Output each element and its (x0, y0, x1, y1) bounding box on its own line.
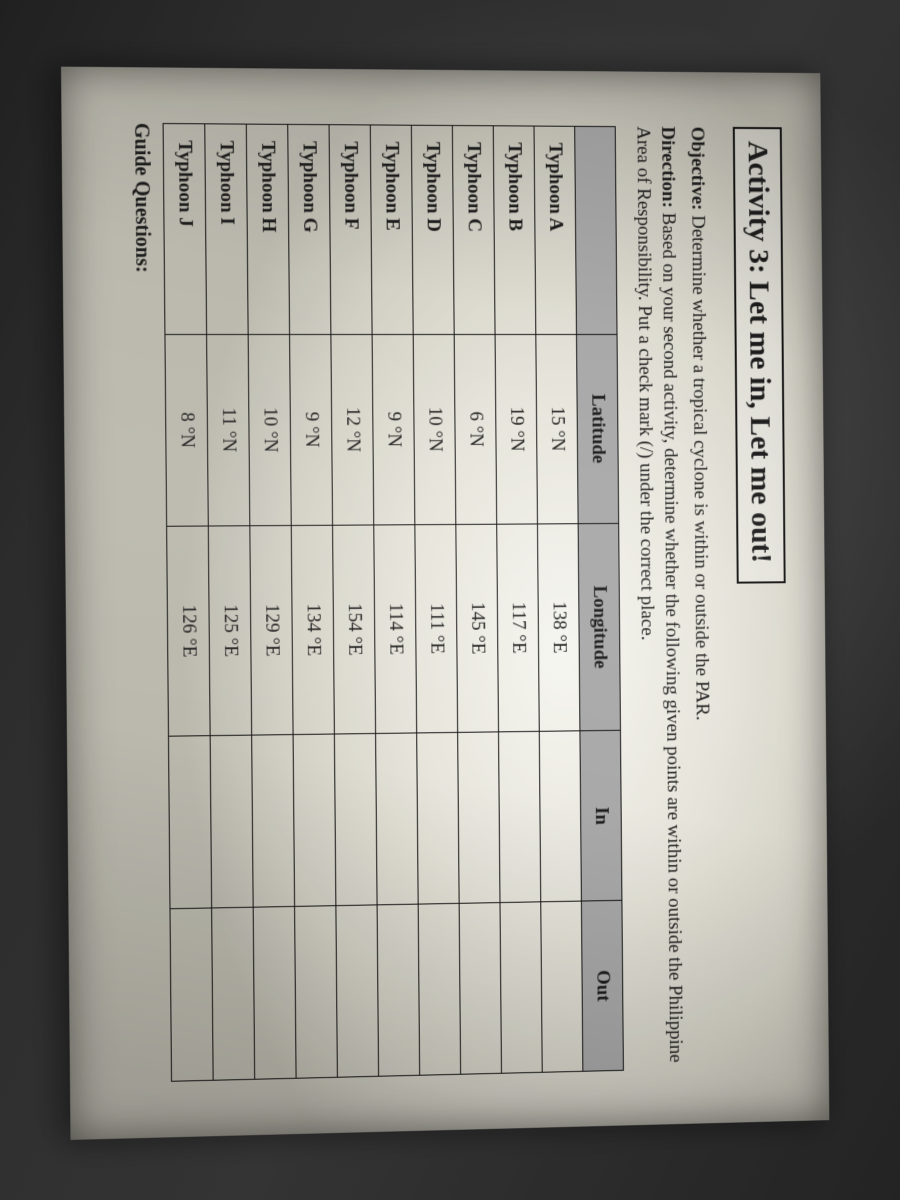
cell-longitude: 125 °E (208, 525, 251, 736)
cell-longitude: 154 °E (333, 525, 376, 735)
objective-line: Objective: Determine whether a tropical … (684, 127, 717, 1070)
cell-in[interactable] (417, 733, 459, 905)
cell-out[interactable] (253, 907, 296, 1080)
table-row: Typhoon E9 °N114 °E (370, 125, 419, 1076)
cell-longitude: 114 °E (374, 524, 417, 734)
cell-in[interactable] (458, 732, 500, 903)
cell-typhoon-name: Typhoon A (534, 126, 576, 334)
cell-longitude: 145 °E (456, 524, 499, 733)
cell-out[interactable] (170, 908, 213, 1081)
objective-text: Determine whether a tropical cyclone is … (687, 215, 712, 721)
instructions-block: Objective: Determine whether a tropical … (630, 126, 718, 1070)
cell-typhoon-name: Typhoon F (329, 125, 372, 335)
table-row: Typhoon B19 °N117 °E (493, 126, 542, 1073)
cell-longitude: 111 °E (415, 524, 458, 733)
direction-line: Direction: Based on your second activity… (630, 126, 689, 1070)
col-header-latitude: Latitude (577, 334, 619, 523)
table-body: Typhoon A15 °N138 °ETyphoon B19 °N117 °E… (163, 124, 583, 1082)
cell-out[interactable] (212, 907, 255, 1080)
table-row: Typhoon H10 °N129 °E (246, 124, 296, 1079)
objective-label: Objective: (687, 127, 708, 211)
cell-longitude: 126 °E (167, 526, 210, 737)
cell-typhoon-name: Typhoon E (370, 125, 413, 334)
cell-in[interactable] (293, 734, 336, 906)
rotated-page-wrapper: Activity 3: Let me in, Let me out! Objec… (0, 0, 900, 1200)
cell-in[interactable] (252, 735, 295, 907)
cell-in[interactable] (210, 735, 253, 908)
cell-out[interactable] (418, 903, 460, 1075)
cell-typhoon-name: Typhoon I (205, 124, 248, 334)
table-row: Typhoon C6 °N145 °E (452, 125, 501, 1074)
cell-out[interactable] (459, 903, 501, 1075)
cell-latitude: 19 °N (495, 334, 537, 524)
table-row: Typhoon F12 °N154 °E (329, 125, 379, 1078)
activity-title: Activity 3: Let me in, Let me out! (733, 127, 786, 583)
col-header-in: In (580, 731, 622, 902)
guide-questions-label: Guide Questions: (129, 123, 161, 1083)
cell-in[interactable] (499, 732, 541, 903)
cell-typhoon-name: Typhoon G (288, 124, 331, 334)
direction-text: Based on your second activity, determine… (632, 126, 686, 1063)
cell-longitude: 134 °E (291, 525, 334, 735)
cell-typhoon-name: Typhoon B (493, 126, 536, 334)
cell-latitude: 12 °N (331, 334, 374, 525)
cell-out[interactable] (500, 902, 542, 1073)
cell-latitude: 15 °N (536, 334, 578, 523)
table-header-row: Latitude Longitude In Out (575, 126, 624, 1071)
col-header-blank (575, 126, 617, 334)
cell-out[interactable] (377, 904, 420, 1076)
col-header-longitude: Longitude (578, 523, 620, 731)
table-row: Typhoon D10 °N111 °E (411, 125, 460, 1075)
cell-typhoon-name: Typhoon D (411, 125, 454, 334)
table-row: Typhoon J8 °N126 °E (163, 124, 213, 1082)
cell-typhoon-name: Typhoon J (163, 124, 207, 335)
cell-longitude: 138 °E (538, 523, 580, 731)
cell-longitude: 129 °E (250, 525, 293, 735)
typhoon-table: Latitude Longitude In Out Typhoon A15 °N… (163, 123, 624, 1082)
table-row: Typhoon I11 °N125 °E (205, 124, 255, 1080)
direction-label: Direction: (657, 126, 678, 208)
cell-out[interactable] (541, 901, 583, 1072)
table-row: Typhoon G9 °N134 °E (288, 124, 338, 1078)
cell-out[interactable] (336, 905, 379, 1077)
cell-latitude: 10 °N (413, 334, 456, 524)
table-row: Typhoon A15 °N138 °E (534, 126, 583, 1072)
cell-latitude: 11 °N (207, 334, 250, 525)
cell-latitude: 10 °N (248, 334, 291, 525)
col-header-out: Out (581, 900, 623, 1071)
cell-latitude: 6 °N (454, 334, 497, 524)
worksheet-paper: Activity 3: Let me in, Let me out! Objec… (61, 67, 829, 1140)
cell-typhoon-name: Typhoon C (452, 125, 495, 334)
cell-in[interactable] (334, 734, 377, 906)
cell-latitude: 8 °N (165, 334, 208, 526)
cell-latitude: 9 °N (372, 334, 415, 524)
cell-in[interactable] (169, 736, 212, 909)
cell-latitude: 9 °N (290, 334, 333, 525)
cell-in[interactable] (376, 733, 419, 905)
cell-in[interactable] (539, 731, 581, 902)
cell-typhoon-name: Typhoon H (246, 124, 289, 334)
cell-longitude: 117 °E (497, 524, 540, 733)
cell-out[interactable] (295, 906, 338, 1078)
